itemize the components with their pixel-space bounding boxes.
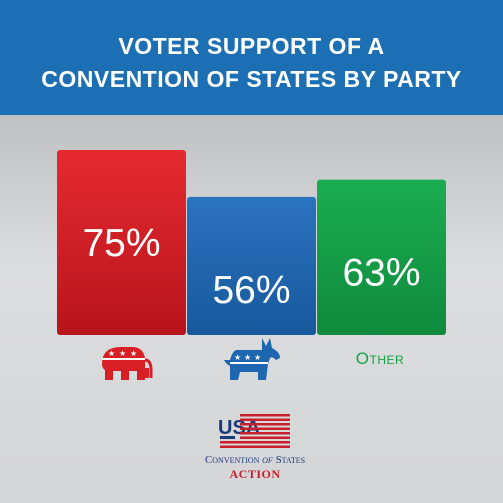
- chart-title-line2: CONVENTION OF STATES BY PARTY: [41, 66, 462, 92]
- bar-label-republican: 75%: [82, 222, 160, 265]
- svg-text:★: ★: [130, 349, 137, 358]
- chart-title-line1: VOTER SUPPORT OF A: [118, 33, 385, 59]
- logo-name: Convention of States: [204, 454, 306, 466]
- bar-republican: [57, 150, 186, 335]
- convention-of-states-logo: USA: [218, 414, 290, 448]
- svg-text:★: ★: [244, 353, 251, 362]
- donkey-icon: ★ ★ ★: [224, 338, 280, 380]
- bar-label-democrat: 56%: [212, 269, 290, 312]
- bar-label-other: 63%: [342, 252, 420, 295]
- bar-democrat: [187, 196, 316, 335]
- logo-action: ACTION: [229, 467, 281, 481]
- bar-other: [317, 179, 446, 335]
- svg-text:★: ★: [254, 353, 261, 362]
- svg-text:★: ★: [119, 349, 126, 358]
- svg-text:★: ★: [108, 349, 115, 358]
- svg-text:★: ★: [234, 353, 241, 362]
- other-category-label: Other: [355, 349, 405, 368]
- header-banner: VOTER SUPPORT OF A CONVENTION OF STATES …: [0, 0, 503, 115]
- elephant-icon: ★ ★ ★: [102, 347, 153, 380]
